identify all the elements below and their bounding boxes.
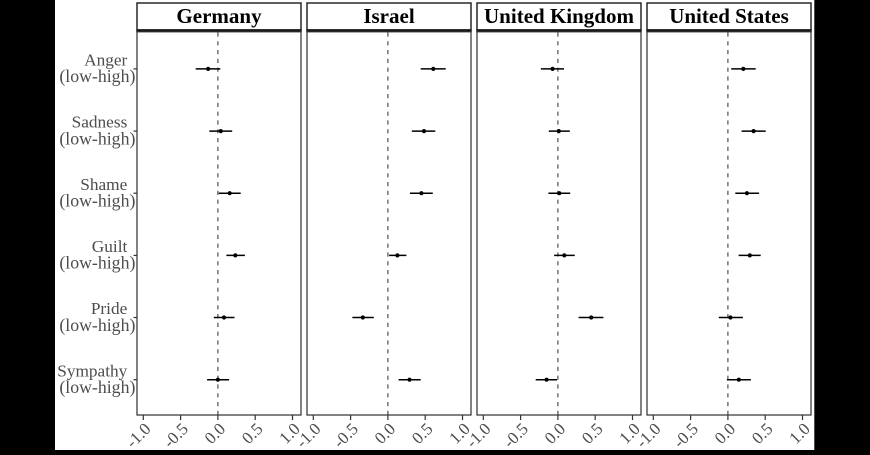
svg-text:(low-high): (low-high) [59, 66, 135, 87]
svg-text:Israel: Israel [363, 4, 414, 28]
svg-text:(low-high): (low-high) [59, 191, 135, 212]
svg-text:United Kingdom: United Kingdom [484, 4, 634, 28]
svg-text:Germany: Germany [176, 4, 262, 28]
svg-text:Shame: Shame [80, 175, 127, 194]
svg-text:Anger: Anger [84, 51, 127, 70]
svg-text:United States: United States [669, 4, 789, 28]
svg-text:Sympathy: Sympathy [57, 361, 127, 380]
svg-text:Sadness: Sadness [72, 113, 128, 132]
svg-text:Pride: Pride [91, 299, 128, 318]
svg-text:Guilt: Guilt [92, 237, 128, 256]
svg-text:(low-high): (low-high) [59, 315, 135, 336]
svg-text:(low-high): (low-high) [59, 128, 135, 149]
svg-text:(low-high): (low-high) [59, 253, 135, 274]
svg-text:(low-high): (low-high) [59, 377, 135, 398]
